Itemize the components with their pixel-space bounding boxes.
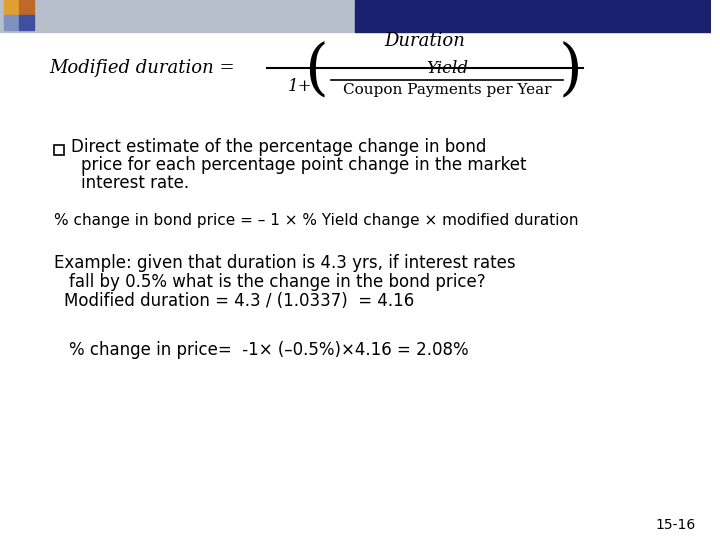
Text: (: ( [304,40,328,100]
Text: Example: given that duration is 4.3 yrs, if interest rates: Example: given that duration is 4.3 yrs,… [54,254,516,272]
Text: fall by 0.5% what is the change in the bond price?: fall by 0.5% what is the change in the b… [69,273,486,291]
Text: % change in bond price = – 1 × % Yield change × modified duration: % change in bond price = – 1 × % Yield c… [54,213,579,227]
Text: Direct estimate of the percentage change in bond: Direct estimate of the percentage change… [71,138,487,156]
Text: 15-16: 15-16 [656,518,696,532]
Text: Yield: Yield [426,60,468,77]
Text: % change in price=  -1× (–0.5%)×4.16 = 2.08%: % change in price= -1× (–0.5%)×4.16 = 2.… [69,341,469,359]
Bar [19,15,34,30]
Text: 1+: 1+ [288,78,312,95]
Bar [4,15,19,30]
Text: ): ) [559,40,582,100]
Text: Modified duration =: Modified duration = [50,59,240,77]
Text: price for each percentage point change in the market: price for each percentage point change i… [81,156,526,174]
Bar [0,0,356,32]
Text: Modified duration = 4.3 / (1.0337)  = 4.16: Modified duration = 4.3 / (1.0337) = 4.1… [64,292,415,310]
Text: Duration: Duration [384,32,465,50]
Text: interest rate.: interest rate. [81,174,189,192]
Bar [19,0,34,15]
Bar [356,0,711,32]
Bar [54,145,64,155]
Text: Coupon Payments per Year: Coupon Payments per Year [343,83,551,97]
Bar [4,0,19,15]
